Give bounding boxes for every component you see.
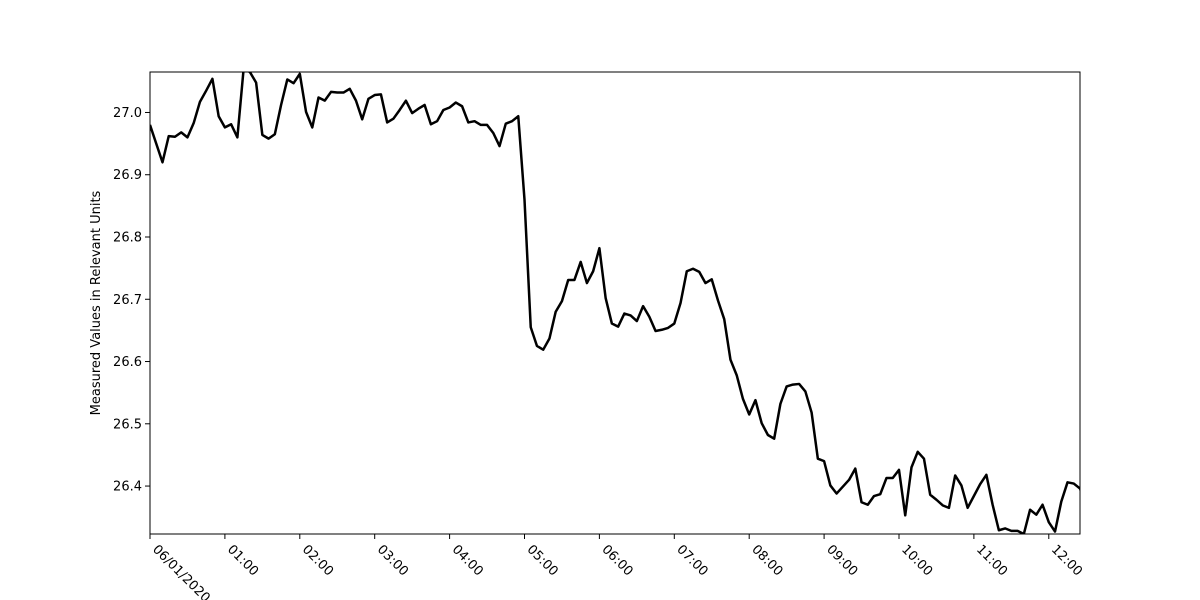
x-tick-label: 05:00 [524,542,561,579]
y-tick-label: 26.4 [113,480,142,495]
x-tick-label: 06/01/2020 [149,542,213,600]
series-line [150,72,1080,534]
x-axis: 06/01/2020 01:00 02:00 03:00 04:00 05:00 06:00… [149,534,1085,600]
y-tick-label: 26.9 [113,168,142,183]
y-tick-label: 26.7 [113,293,142,308]
x-tick-label: 06:00 [599,542,636,579]
y-axis: 26.4 26.5 26.6 26.7 26.8 26.9 27.0 [113,106,150,495]
x-tick-label: 09:00 [823,542,860,579]
x-tick-label: 12:00 [1048,542,1085,579]
plot-frame [149,71,1081,535]
x-tick-label: 03:00 [374,542,411,579]
x-tick-label: 02:00 [299,542,336,579]
x-tick-label: 01:00 [224,542,261,579]
y-axis-label: Measured Values in Relevant Units [89,190,104,415]
y-tick-label: 26.5 [113,417,142,432]
y-tick-label: 27.0 [113,106,142,121]
x-tick-label: 04:00 [449,542,486,579]
x-tick-label: 07:00 [673,542,710,579]
x-tick-label: 08:00 [748,542,785,579]
y-tick-label: 26.8 [113,231,142,246]
x-tick-label: 10:00 [898,542,935,579]
plot-area [149,71,1081,535]
x-tick-label: 11:00 [973,542,1010,579]
y-tick-label: 26.6 [113,355,142,370]
